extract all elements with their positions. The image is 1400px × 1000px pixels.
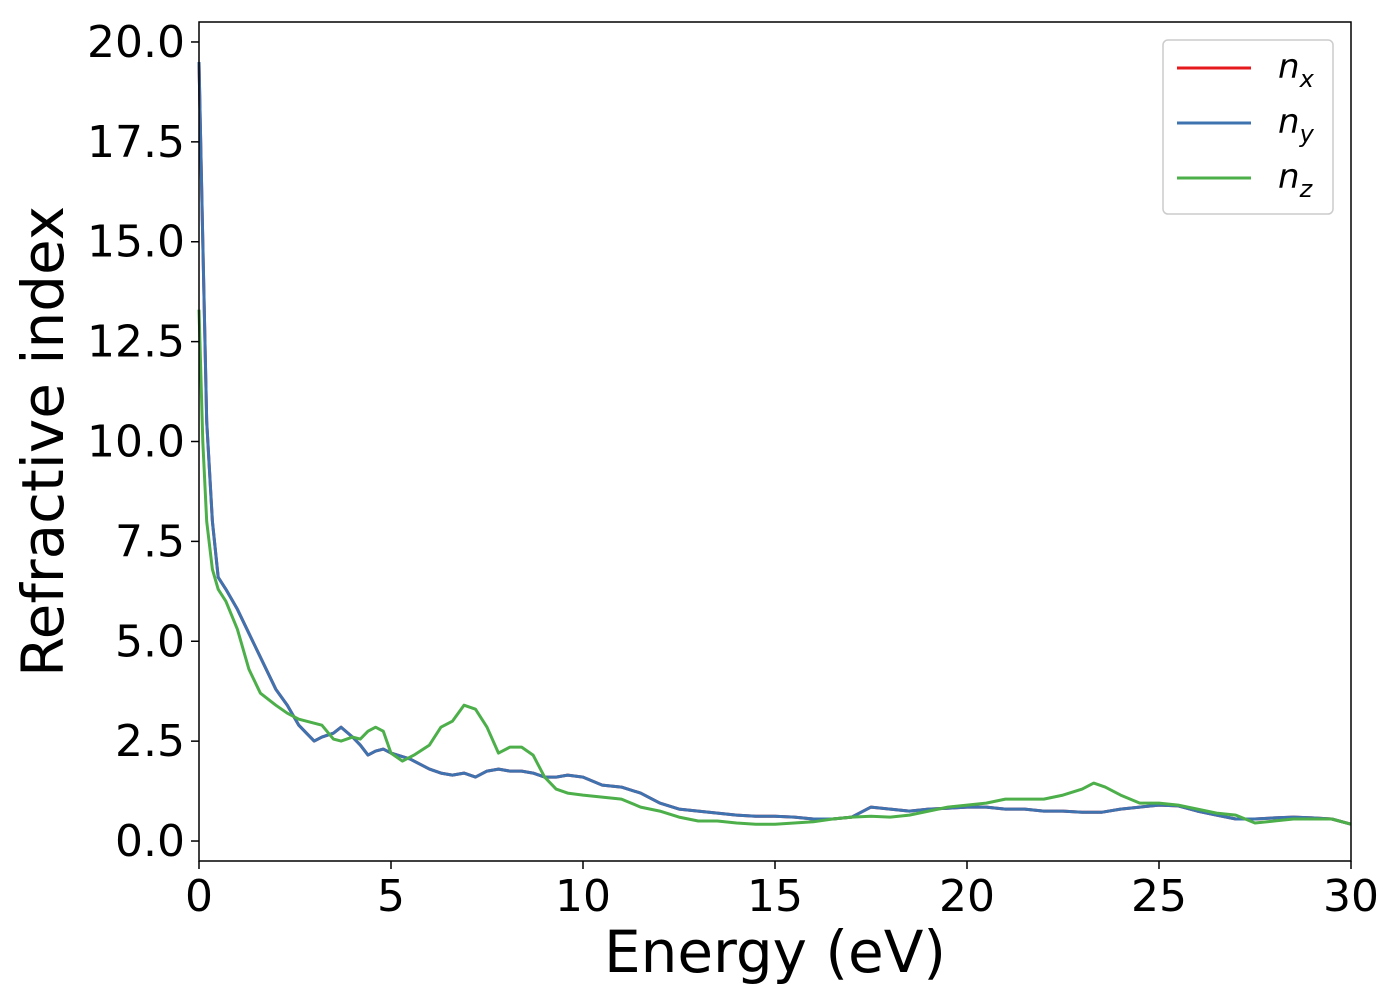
- legend-box: [1162, 39, 1334, 215]
- y-tick-label: 0.0: [115, 816, 185, 867]
- legend-label-n-y: ny: [1278, 102, 1315, 148]
- y-tick-label: 2.5: [115, 716, 185, 767]
- y-axis: 0.0 2.5 5.0 7.5 10.0 12.5 15.0 17.5 20.0: [87, 17, 199, 867]
- legend-label-n-z: nz: [1278, 157, 1314, 203]
- legend: nx ny nz: [1162, 39, 1334, 215]
- x-tick-label: 20: [939, 871, 995, 922]
- y-tick-label: 15.0: [87, 217, 185, 268]
- x-axis: 0 5 10 15 20 25 30: [185, 861, 1379, 922]
- x-tick-label: 5: [377, 871, 405, 922]
- y-tick-label: 5.0: [115, 616, 185, 667]
- legend-label-n-x: nx: [1278, 47, 1315, 93]
- y-tick-label: 10.0: [87, 417, 185, 468]
- x-tick-label: 0: [185, 871, 213, 922]
- x-axis-title: Energy (eV): [604, 918, 946, 986]
- y-axis-title: Refractive index: [9, 206, 77, 677]
- y-tick-label: 17.5: [87, 117, 185, 168]
- y-tick-label: 20.0: [87, 17, 185, 68]
- x-tick-label: 25: [1131, 871, 1187, 922]
- y-tick-label: 12.5: [87, 317, 185, 368]
- series-layer: [197, 61, 1352, 826]
- series-line-n-z: [197, 309, 1352, 826]
- y-tick-label: 7.5: [115, 516, 185, 567]
- x-tick-label: 15: [747, 871, 803, 922]
- series-line-n-y: [197, 61, 1352, 826]
- x-tick-label: 10: [555, 871, 611, 922]
- x-tick-label: 30: [1323, 871, 1379, 922]
